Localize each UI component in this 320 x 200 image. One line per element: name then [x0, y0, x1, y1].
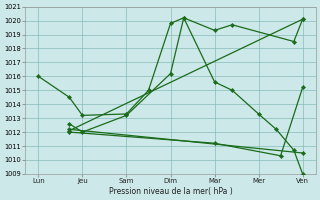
- X-axis label: Pression niveau de la mer( hPa ): Pression niveau de la mer( hPa ): [109, 187, 232, 196]
